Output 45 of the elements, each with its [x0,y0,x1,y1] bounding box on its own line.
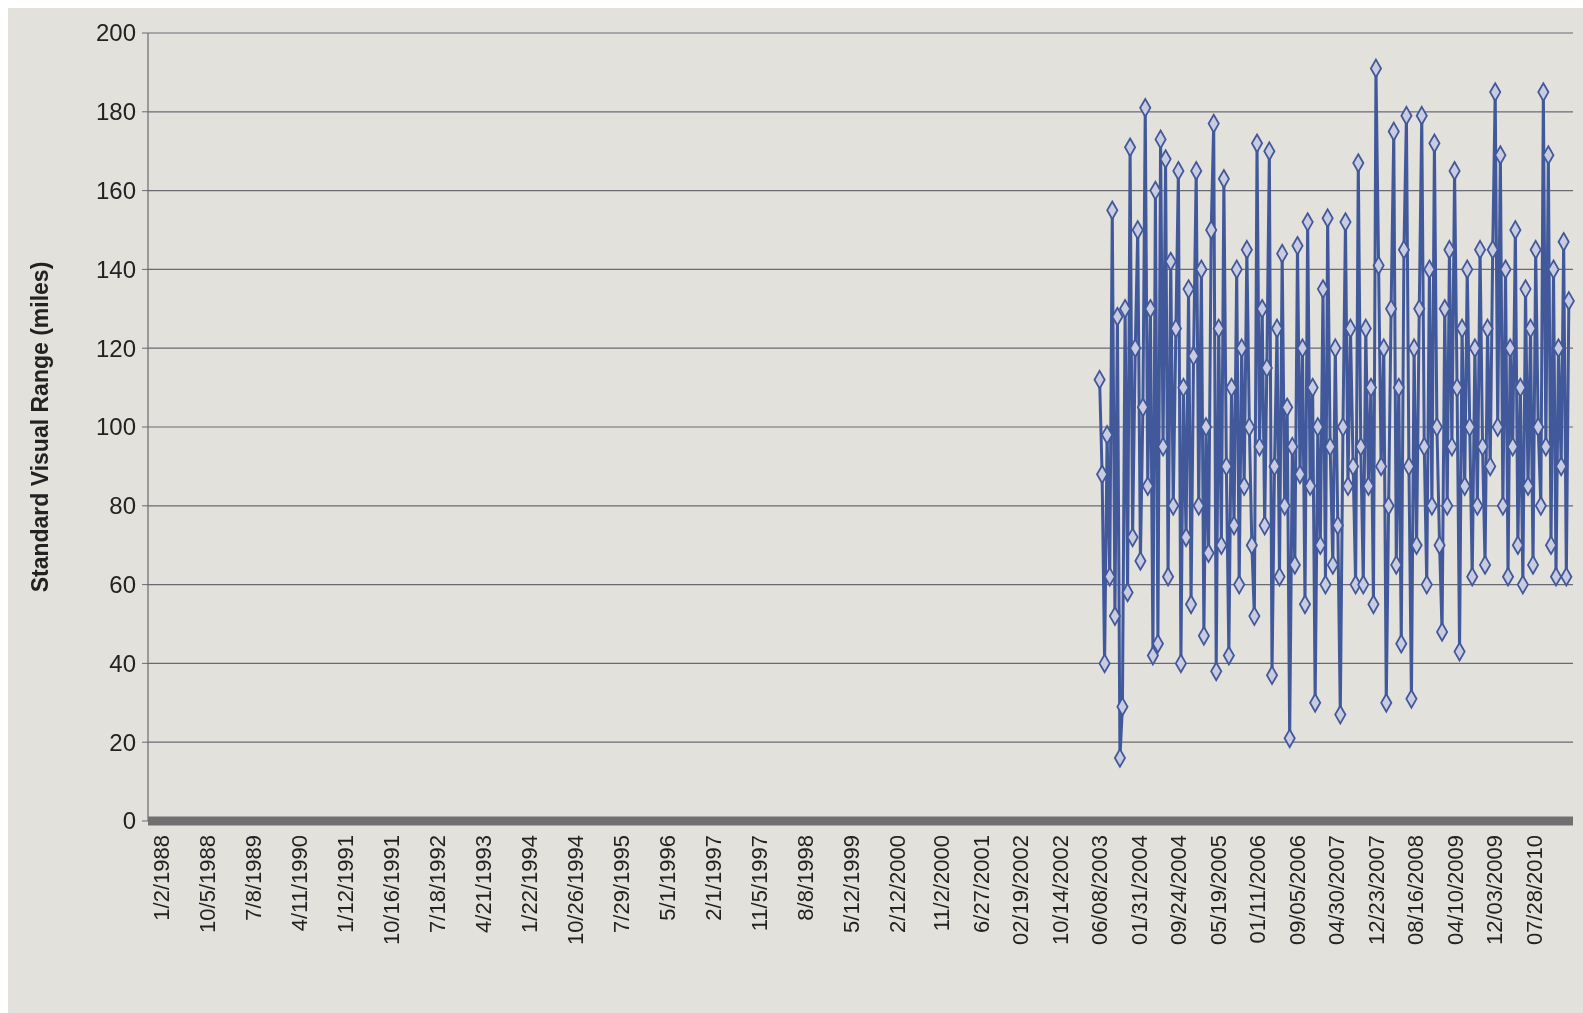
x-tick-label: 04/10/2009 [1442,835,1468,946]
y-tick-label: 60 [109,571,136,598]
y-tick-label: 80 [109,492,136,520]
x-tick-label: 09/24/2004 [1166,835,1192,946]
x-tick-label: 7/29/1995 [609,835,635,933]
x-tick-label: 10/16/1991 [378,835,404,946]
x-tick-label: 02/19/2002 [1008,835,1034,946]
x-tick-label: 4/11/1990 [286,835,312,932]
x-tick-label: 1/22/1994 [516,835,542,933]
x-tick-label: 08/16/2008 [1403,835,1429,946]
x-tick-label: 6/27/2001 [968,835,994,933]
x-tick-label: 01/11/2006 [1245,835,1271,944]
x-tick-label: 1/12/1991 [332,835,358,933]
y-tick-label: 40 [109,649,136,677]
x-tick-label: 11/5/1997 [747,835,773,932]
x-tick-label: 2/12/2000 [885,835,911,933]
y-tick-label: 180 [95,98,136,126]
y-tick-label: 0 [122,807,136,835]
x-tick-label: 09/05/2006 [1284,835,1310,946]
x-tick-label: 11/2/2000 [929,835,955,932]
x-tick-label: 7/8/1989 [240,835,266,921]
x-tick-label: 01/31/2004 [1126,835,1152,946]
x-tick-label: 10/14/2002 [1047,835,1073,946]
x-tick-label: 12/03/2009 [1482,835,1508,946]
x-tick-label: 1/2/1988 [148,835,174,921]
y-tick-label: 120 [95,334,136,362]
x-tick-label: 4/21/1993 [471,835,496,933]
x-tick-label: 2/1/1997 [701,835,727,921]
x-tick-label: 04/30/2007 [1324,835,1350,946]
x-tick-label: 8/8/1998 [793,835,819,921]
x-tick-label: 10/26/1994 [563,835,589,946]
x-tick-label: 06/08/2003 [1087,835,1113,946]
x-tick-label: 12/23/2007 [1363,835,1389,946]
x-tick-label: 10/5/1988 [194,835,220,933]
x-tick-label: 5/12/1999 [839,835,865,933]
y-tick-label: 160 [95,177,136,204]
y-tick-label: 140 [95,255,136,283]
y-tick-label: 20 [109,728,136,756]
y-tick-label: 200 [95,19,136,47]
y-axis-title: Standard Visual Range (miles) [27,261,53,593]
x-tick-label: 07/28/2010 [1521,835,1547,946]
y-tick-label: 100 [95,413,136,441]
x-tick-label: 5/1/1996 [655,835,681,921]
x-tick-label: 7/18/1992 [424,835,450,933]
x-tick-label: 05/19/2005 [1205,835,1231,946]
